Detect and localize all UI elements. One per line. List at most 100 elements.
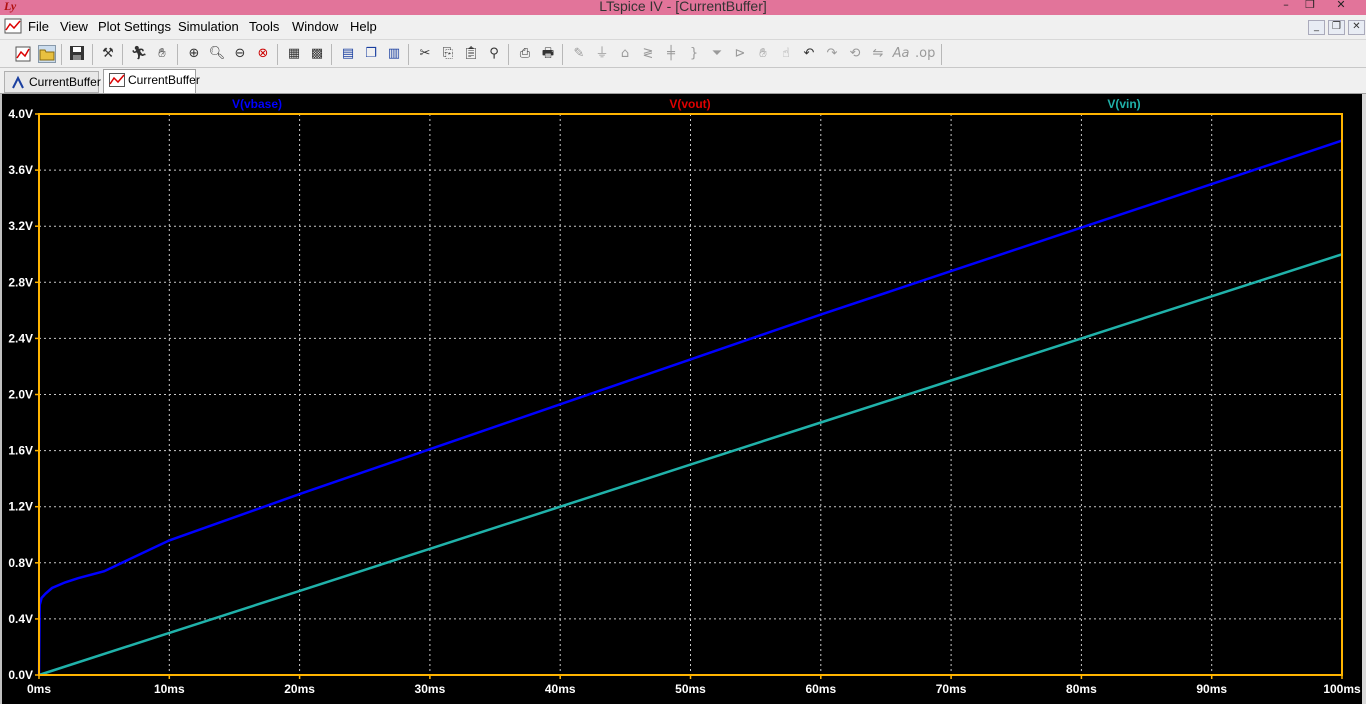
ltspice-app-icon[interactable]: Ly <box>4 0 17 13</box>
mdi-minimize-icon[interactable]: _ <box>1308 20 1325 35</box>
control-panel-hammer-icon[interactable]: ⚒ <box>102 46 114 61</box>
x-tick-label: 80ms <box>1066 682 1097 696</box>
tab-label: CurrentBuffer <box>29 75 101 89</box>
menu-file[interactable]: File <box>28 19 49 34</box>
menu-view[interactable]: View <box>60 19 88 34</box>
halt-hand-icon[interactable]: ✋︎ <box>158 46 166 61</box>
y-tick-label: 3.6V <box>8 163 33 177</box>
y-tick-label: 2.8V <box>8 275 33 289</box>
mirror-icon[interactable]: ⇋ <box>872 46 884 61</box>
copy-icon[interactable]: ⎘ <box>442 46 454 61</box>
find-binoculars-icon[interactable]: ⚲ <box>489 46 499 61</box>
waveform-chart[interactable]: 0.0V 0.4V 0.8V 1.2V 1.6V 2.0V 2.4V 2.8V 3.2V 3.6V… <box>2 94 1364 704</box>
y-tick-label: 1.2V <box>8 500 33 514</box>
x-tick-label: 40ms <box>545 682 576 696</box>
x-tick-label: 10ms <box>154 682 185 696</box>
cut-icon[interactable]: ✂ <box>419 46 431 61</box>
diode-icon[interactable]: ⏷ <box>711 46 723 61</box>
print-icon[interactable]: 🖶︎ <box>541 46 555 61</box>
component-icon[interactable]: ⊳ <box>734 46 746 61</box>
toolbar-separator <box>61 44 62 65</box>
close-icon[interactable]: ✕ <box>1336 0 1346 11</box>
toolbar: ⚒ 🏃︎ ✋︎ ⊕ 🔍︎ ⊖ ⊗ ▦ ▩ ▤ ❐ ▥ ✂ ⎘ 📋︎ ⚲ ⎙ 🖶︎… <box>0 39 1366 68</box>
open-folder-icon[interactable] <box>38 45 56 63</box>
waveform-document-icon[interactable] <box>4 18 22 34</box>
menu-window[interactable]: Window <box>292 19 339 34</box>
window-title: LTspice IV - [CurrentBuffer] <box>599 0 767 14</box>
x-tick-label: 0ms <box>27 682 51 696</box>
menu-tools[interactable]: Tools <box>249 19 280 34</box>
save-icon[interactable] <box>68 45 86 63</box>
y-axis-ticks: 0.0V 0.4V 0.8V 1.2V 1.6V 2.0V 2.4V 2.8V 3.2V 3.6V… <box>8 107 39 682</box>
minimize-icon[interactable]: – <box>1283 0 1289 11</box>
menu-bar: File View Plot Settings Simulation Tools… <box>0 15 1366 39</box>
move-hand-icon[interactable]: ✋︎ <box>759 46 767 61</box>
toolbar-separator <box>92 44 93 65</box>
zoom-out-icon[interactable]: ⊖ <box>234 46 246 61</box>
tile-horizontal-icon[interactable]: ▤ <box>341 46 355 61</box>
print-preview-icon[interactable]: ⎙ <box>519 46 531 61</box>
undo-icon[interactable]: ↶ <box>803 46 815 61</box>
zoom-full-extents-icon[interactable]: ⊗ <box>257 46 269 61</box>
tab-schematic[interactable]: CurrentBuffer <box>4 71 101 93</box>
title-bar: Ly LTspice IV - [CurrentBuffer] – ❐ ✕ <box>0 0 1366 15</box>
x-tick-label: 90ms <box>1196 682 1227 696</box>
y-tick-label: 2.0V <box>8 388 33 402</box>
resistor-icon[interactable]: ≷ <box>642 46 654 61</box>
toolbar-separator <box>941 44 942 65</box>
menu-plot-settings[interactable]: Plot Settings <box>98 19 171 34</box>
inductor-icon[interactable]: } <box>689 46 699 61</box>
spice-directive-icon[interactable]: .op <box>915 46 936 61</box>
zoom-area-icon[interactable]: ⊕ <box>188 46 200 61</box>
y-tick-label: 2.4V <box>8 331 33 345</box>
traces <box>37 139 1343 677</box>
run-simulation-icon[interactable]: 🏃︎ <box>130 46 148 61</box>
tile-vertical-icon[interactable]: ▥ <box>387 46 401 61</box>
toolbar-separator <box>562 44 563 65</box>
ground-icon[interactable]: ⏚ <box>595 46 609 61</box>
x-tick-label: 50ms <box>675 682 706 696</box>
x-tick-label: 30ms <box>415 682 446 696</box>
y-tick-label: 3.2V <box>8 219 33 233</box>
toolbar-separator <box>277 44 278 65</box>
x-tick-label: 60ms <box>805 682 836 696</box>
y-tick-label: 1.6V <box>8 444 33 458</box>
restore-icon[interactable]: ❐ <box>1305 0 1315 11</box>
grid <box>39 114 1342 675</box>
vertical-scrollbar[interactable] <box>1362 94 1366 704</box>
menu-simulation[interactable]: Simulation <box>178 19 239 34</box>
y-tick-label: 0.4V <box>8 612 33 626</box>
y-tick-label: 0.0V <box>8 668 33 682</box>
rotate-icon[interactable]: ⟲ <box>849 46 861 61</box>
label-net-icon[interactable]: ⌂ <box>620 46 630 61</box>
toolbar-separator <box>408 44 409 65</box>
schematic-icon <box>12 75 24 89</box>
toolbar-separator <box>122 44 123 65</box>
cascade-windows-icon[interactable]: ❐ <box>365 46 377 61</box>
x-axis-ticks: 0ms 10ms 20ms 30ms 40ms 50ms 60ms 70ms 80ms 90ms 1… <box>27 675 1361 696</box>
legend-entry: V(vbase) <box>232 97 282 111</box>
x-tick-label: 70ms <box>936 682 967 696</box>
legend: V(vbase) V(vout) V(vin) <box>232 97 1141 111</box>
waveform-plot-pane[interactable]: 0.0V 0.4V 0.8V 1.2V 1.6V 2.0V 2.4V 2.8V 3.2V 3.6V… <box>0 94 1366 704</box>
toolbar-separator <box>508 44 509 65</box>
text-icon[interactable]: Aa <box>892 46 910 61</box>
capacitor-icon[interactable]: ╪ <box>667 46 675 61</box>
redo-icon[interactable]: ↷ <box>826 46 838 61</box>
mdi-close-icon[interactable]: ✕ <box>1348 20 1365 35</box>
toolbar-separator <box>331 44 332 65</box>
waveform-icon <box>109 73 125 87</box>
trace-vvin <box>38 253 1343 677</box>
new-plot-icon[interactable] <box>14 45 32 63</box>
menu-help[interactable]: Help <box>350 19 377 34</box>
draw-wire-icon[interactable]: ✎ <box>573 46 585 61</box>
drag-hand-icon[interactable]: ☝︎ <box>782 46 790 61</box>
tab-waveform[interactable]: CurrentBuffer <box>103 69 200 93</box>
legend-entry: V(vin) <box>1107 97 1140 111</box>
trace-vvbase <box>37 139 1343 676</box>
zoom-in-icon[interactable]: 🔍︎ <box>208 46 226 61</box>
fit-icon[interactable]: ▩ <box>310 46 324 61</box>
autorange-icon[interactable]: ▦ <box>287 46 301 61</box>
mdi-restore-icon[interactable]: ❐ <box>1328 20 1345 35</box>
paste-icon[interactable]: 📋︎ <box>462 46 480 61</box>
